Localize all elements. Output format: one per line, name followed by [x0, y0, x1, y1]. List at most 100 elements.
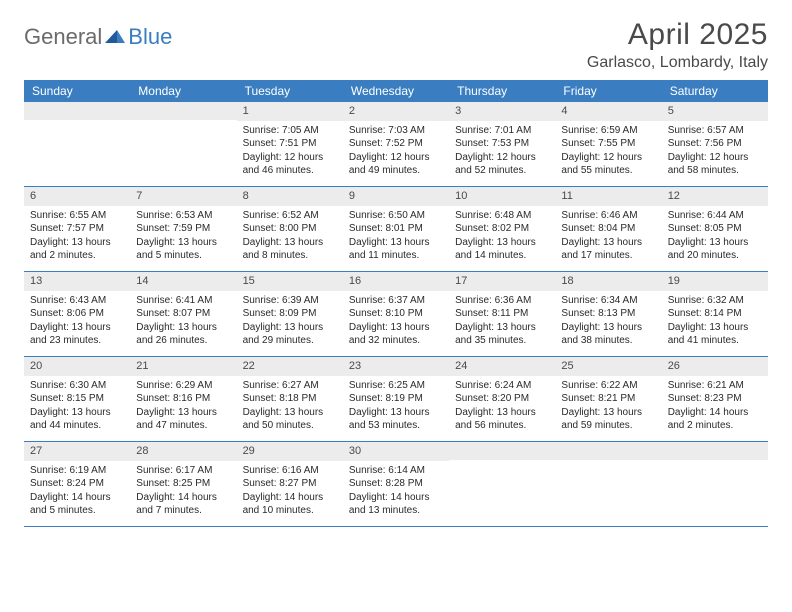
sunset-line: Sunset: 8:11 PM [455, 307, 549, 321]
sunrise-line: Sunrise: 6:37 AM [349, 294, 443, 308]
day-cell: 30Sunrise: 6:14 AMSunset: 8:28 PMDayligh… [343, 442, 449, 526]
sunset-line: Sunset: 8:09 PM [243, 307, 337, 321]
day-number: 15 [237, 272, 343, 291]
day-details: Sunrise: 6:25 AMSunset: 8:19 PMDaylight:… [343, 376, 449, 439]
sunset-line: Sunset: 8:20 PM [455, 392, 549, 406]
day-cell: 12Sunrise: 6:44 AMSunset: 8:05 PMDayligh… [662, 187, 768, 271]
day-number: 25 [555, 357, 661, 376]
day-cell: 4Sunrise: 6:59 AMSunset: 7:55 PMDaylight… [555, 102, 661, 186]
day-cell: 20Sunrise: 6:30 AMSunset: 8:15 PMDayligh… [24, 357, 130, 441]
weekday-header: Saturday [662, 80, 768, 102]
day-number: 22 [237, 357, 343, 376]
sunset-line: Sunset: 7:57 PM [30, 222, 124, 236]
day-number: 10 [449, 187, 555, 206]
sunrise-line: Sunrise: 6:44 AM [668, 209, 762, 223]
day-details: Sunrise: 6:29 AMSunset: 8:16 PMDaylight:… [130, 376, 236, 439]
calendar-page: General Blue April 2025 Garlasco, Lombar… [0, 0, 792, 527]
day-number: 11 [555, 187, 661, 206]
sunrise-line: Sunrise: 6:50 AM [349, 209, 443, 223]
day-number: 9 [343, 187, 449, 206]
day-cell: 11Sunrise: 6:46 AMSunset: 8:04 PMDayligh… [555, 187, 661, 271]
day-details: Sunrise: 6:22 AMSunset: 8:21 PMDaylight:… [555, 376, 661, 439]
sunset-line: Sunset: 8:28 PM [349, 477, 443, 491]
day-cell: 14Sunrise: 6:41 AMSunset: 8:07 PMDayligh… [130, 272, 236, 356]
day-details: Sunrise: 6:21 AMSunset: 8:23 PMDaylight:… [662, 376, 768, 439]
week-row: 20Sunrise: 6:30 AMSunset: 8:15 PMDayligh… [24, 357, 768, 442]
weekday-header-row: SundayMondayTuesdayWednesdayThursdayFrid… [24, 80, 768, 102]
daylight-line: Daylight: 13 hours and 5 minutes. [136, 236, 230, 263]
day-number: 18 [555, 272, 661, 291]
month-title: April 2025 [587, 18, 768, 52]
sunset-line: Sunset: 8:25 PM [136, 477, 230, 491]
sunrise-line: Sunrise: 6:34 AM [561, 294, 655, 308]
day-details: Sunrise: 6:24 AMSunset: 8:20 PMDaylight:… [449, 376, 555, 439]
day-cell: 1Sunrise: 7:05 AMSunset: 7:51 PMDaylight… [237, 102, 343, 186]
sunset-line: Sunset: 7:55 PM [561, 137, 655, 151]
sunset-line: Sunset: 8:24 PM [30, 477, 124, 491]
day-details: Sunrise: 6:30 AMSunset: 8:15 PMDaylight:… [24, 376, 130, 439]
sunset-line: Sunset: 8:04 PM [561, 222, 655, 236]
day-cell [130, 102, 236, 186]
daylight-line: Daylight: 14 hours and 5 minutes. [30, 491, 124, 518]
sunrise-line: Sunrise: 6:59 AM [561, 124, 655, 138]
day-details: Sunrise: 6:39 AMSunset: 8:09 PMDaylight:… [237, 291, 343, 354]
sunset-line: Sunset: 8:10 PM [349, 307, 443, 321]
sunrise-line: Sunrise: 7:03 AM [349, 124, 443, 138]
day-number: 13 [24, 272, 130, 291]
day-number: 7 [130, 187, 236, 206]
sunset-line: Sunset: 7:56 PM [668, 137, 762, 151]
sunrise-line: Sunrise: 6:57 AM [668, 124, 762, 138]
day-number: 12 [662, 187, 768, 206]
daylight-line: Daylight: 13 hours and 50 minutes. [243, 406, 337, 433]
daylight-line: Daylight: 13 hours and 11 minutes. [349, 236, 443, 263]
day-cell: 19Sunrise: 6:32 AMSunset: 8:14 PMDayligh… [662, 272, 768, 356]
day-details: Sunrise: 6:34 AMSunset: 8:13 PMDaylight:… [555, 291, 661, 354]
daylight-line: Daylight: 13 hours and 20 minutes. [668, 236, 762, 263]
daylight-line: Daylight: 13 hours and 38 minutes. [561, 321, 655, 348]
sunrise-line: Sunrise: 6:22 AM [561, 379, 655, 393]
day-cell: 24Sunrise: 6:24 AMSunset: 8:20 PMDayligh… [449, 357, 555, 441]
sunrise-line: Sunrise: 6:48 AM [455, 209, 549, 223]
day-number: 17 [449, 272, 555, 291]
day-cell: 7Sunrise: 6:53 AMSunset: 7:59 PMDaylight… [130, 187, 236, 271]
weeks-container: 1Sunrise: 7:05 AMSunset: 7:51 PMDaylight… [24, 102, 768, 527]
sunset-line: Sunset: 8:06 PM [30, 307, 124, 321]
day-details: Sunrise: 6:14 AMSunset: 8:28 PMDaylight:… [343, 461, 449, 524]
day-details: Sunrise: 7:03 AMSunset: 7:52 PMDaylight:… [343, 121, 449, 184]
day-details: Sunrise: 6:19 AMSunset: 8:24 PMDaylight:… [24, 461, 130, 524]
day-number: 1 [237, 102, 343, 121]
sunrise-line: Sunrise: 6:19 AM [30, 464, 124, 478]
day-cell: 8Sunrise: 6:52 AMSunset: 8:00 PMDaylight… [237, 187, 343, 271]
sunset-line: Sunset: 8:18 PM [243, 392, 337, 406]
day-number: 6 [24, 187, 130, 206]
daylight-line: Daylight: 13 hours and 35 minutes. [455, 321, 549, 348]
day-number: 5 [662, 102, 768, 121]
sunrise-line: Sunrise: 6:41 AM [136, 294, 230, 308]
day-cell: 9Sunrise: 6:50 AMSunset: 8:01 PMDaylight… [343, 187, 449, 271]
weekday-header: Friday [555, 80, 661, 102]
day-cell: 16Sunrise: 6:37 AMSunset: 8:10 PMDayligh… [343, 272, 449, 356]
day-details: Sunrise: 6:59 AMSunset: 7:55 PMDaylight:… [555, 121, 661, 184]
day-number: 29 [237, 442, 343, 461]
day-cell: 5Sunrise: 6:57 AMSunset: 7:56 PMDaylight… [662, 102, 768, 186]
daylight-line: Daylight: 13 hours and 26 minutes. [136, 321, 230, 348]
day-details: Sunrise: 6:41 AMSunset: 8:07 PMDaylight:… [130, 291, 236, 354]
day-details: Sunrise: 6:32 AMSunset: 8:14 PMDaylight:… [662, 291, 768, 354]
daylight-line: Daylight: 13 hours and 29 minutes. [243, 321, 337, 348]
daylight-line: Daylight: 13 hours and 59 minutes. [561, 406, 655, 433]
sunrise-line: Sunrise: 6:39 AM [243, 294, 337, 308]
day-details: Sunrise: 6:16 AMSunset: 8:27 PMDaylight:… [237, 461, 343, 524]
day-number: 3 [449, 102, 555, 121]
day-cell: 26Sunrise: 6:21 AMSunset: 8:23 PMDayligh… [662, 357, 768, 441]
day-cell: 25Sunrise: 6:22 AMSunset: 8:21 PMDayligh… [555, 357, 661, 441]
sunrise-line: Sunrise: 6:17 AM [136, 464, 230, 478]
daylight-line: Daylight: 12 hours and 55 minutes. [561, 151, 655, 178]
daylight-line: Daylight: 13 hours and 14 minutes. [455, 236, 549, 263]
day-number: 27 [24, 442, 130, 461]
sunrise-line: Sunrise: 6:53 AM [136, 209, 230, 223]
day-cell: 13Sunrise: 6:43 AMSunset: 8:06 PMDayligh… [24, 272, 130, 356]
day-number: 30 [343, 442, 449, 461]
day-cell: 28Sunrise: 6:17 AMSunset: 8:25 PMDayligh… [130, 442, 236, 526]
sunrise-line: Sunrise: 6:25 AM [349, 379, 443, 393]
week-row: 6Sunrise: 6:55 AMSunset: 7:57 PMDaylight… [24, 187, 768, 272]
